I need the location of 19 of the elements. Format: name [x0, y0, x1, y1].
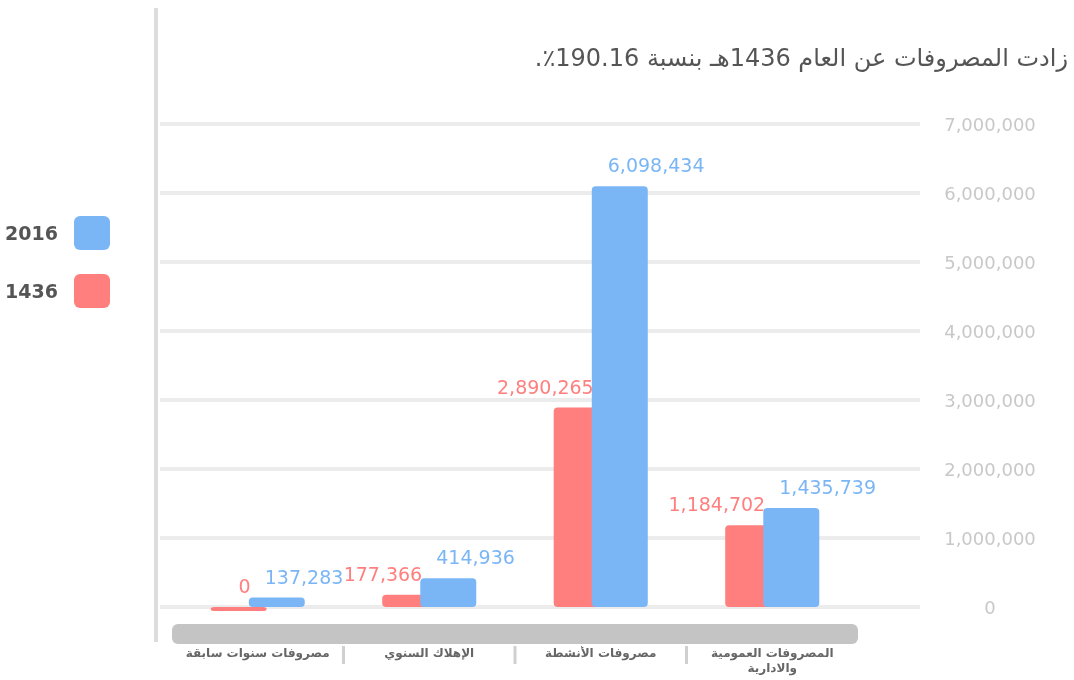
legend-label: 2016 — [5, 222, 58, 244]
x-tick-label: مصروفات الأنشطة — [544, 646, 658, 661]
bar — [248, 597, 305, 607]
data-label: 1,184,702 — [668, 493, 766, 516]
chart-title: زادت المصروفات عن العام 1436هـ بنسبة 190.16٪. — [533, 44, 1068, 72]
legend-label: 1436 — [5, 280, 58, 302]
data-label: 1,435,739 — [779, 475, 876, 498]
data-label: 2,890,265 — [497, 375, 594, 398]
x-tick-label: مصروفات سنوات سابقة — [184, 646, 331, 661]
x-tick-label: الإهلاك السنوي — [383, 646, 476, 661]
data-label: 137,283 — [264, 565, 344, 588]
data-label: 6,098,434 — [607, 154, 705, 177]
bar — [763, 507, 820, 607]
data-label: 414,936 — [436, 546, 515, 569]
x-tick-label: المصروفات العمومية والادارية — [709, 646, 835, 676]
data-label: 0 — [238, 575, 251, 597]
bar — [420, 578, 477, 607]
bar — [591, 186, 648, 607]
data-label: 177,366 — [343, 562, 423, 585]
